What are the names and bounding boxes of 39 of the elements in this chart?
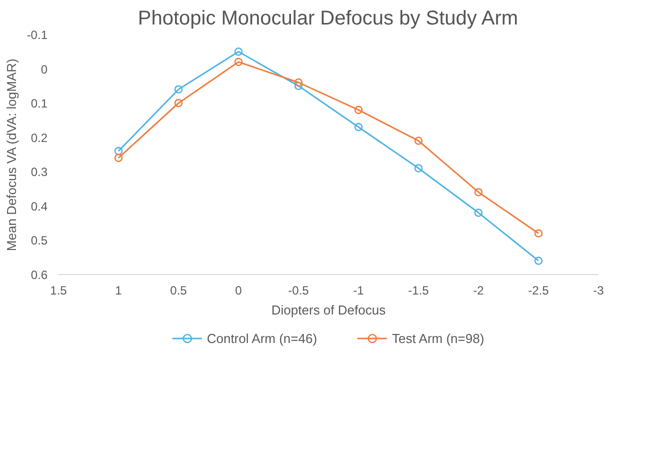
x-tick-label: 1.5 [50, 284, 68, 298]
y-tick-label: 0.6 [30, 268, 48, 282]
chart-title: Photopic Monocular Defocus by Study Arm [138, 8, 518, 30]
legend-label: Test Arm (n=98) [392, 330, 484, 346]
point [354, 106, 363, 114]
point [234, 48, 243, 56]
point [474, 188, 483, 196]
x-tick-label: 0 [235, 284, 242, 298]
x-tick-label: 1 [115, 284, 122, 298]
x-tick-label: -2.5 [528, 284, 550, 298]
x-tick-label: -0.5 [288, 284, 310, 298]
y-tick-label: 0.5 [30, 234, 48, 248]
y-tick-label: 0 [40, 62, 48, 76]
legend-label: Control Arm (n=46) [206, 330, 318, 346]
y-tick-label: 0.4 [30, 199, 48, 214]
point [294, 78, 303, 87]
point [114, 146, 123, 156]
y-tick-label: 0.1 [30, 96, 48, 111]
point [354, 122, 363, 132]
point [534, 256, 543, 265]
x-tick-label: -1.5 [408, 284, 430, 298]
point [534, 229, 543, 238]
y-tick-label: 0.3 [30, 165, 48, 180]
x-axis-title: Diopters of Defocus [271, 302, 386, 318]
y-tick-label: -0.1 [26, 28, 48, 42]
y-axis-title: Mean Defocus VA (dVA: logMAR) [4, 58, 19, 252]
x-tick-label: -2 [473, 284, 484, 298]
point [474, 208, 483, 217]
x-tick-label: -3 [593, 284, 604, 298]
point [294, 82, 303, 90]
x-tick-label: 0.5 [170, 284, 188, 298]
point [174, 85, 183, 94]
y-tick-label: 0.2 [30, 130, 48, 145]
point [114, 154, 123, 162]
x-tick-label: -1 [353, 284, 364, 298]
point [414, 136, 423, 145]
point [414, 164, 423, 172]
point [174, 98, 183, 108]
point [234, 58, 243, 66]
